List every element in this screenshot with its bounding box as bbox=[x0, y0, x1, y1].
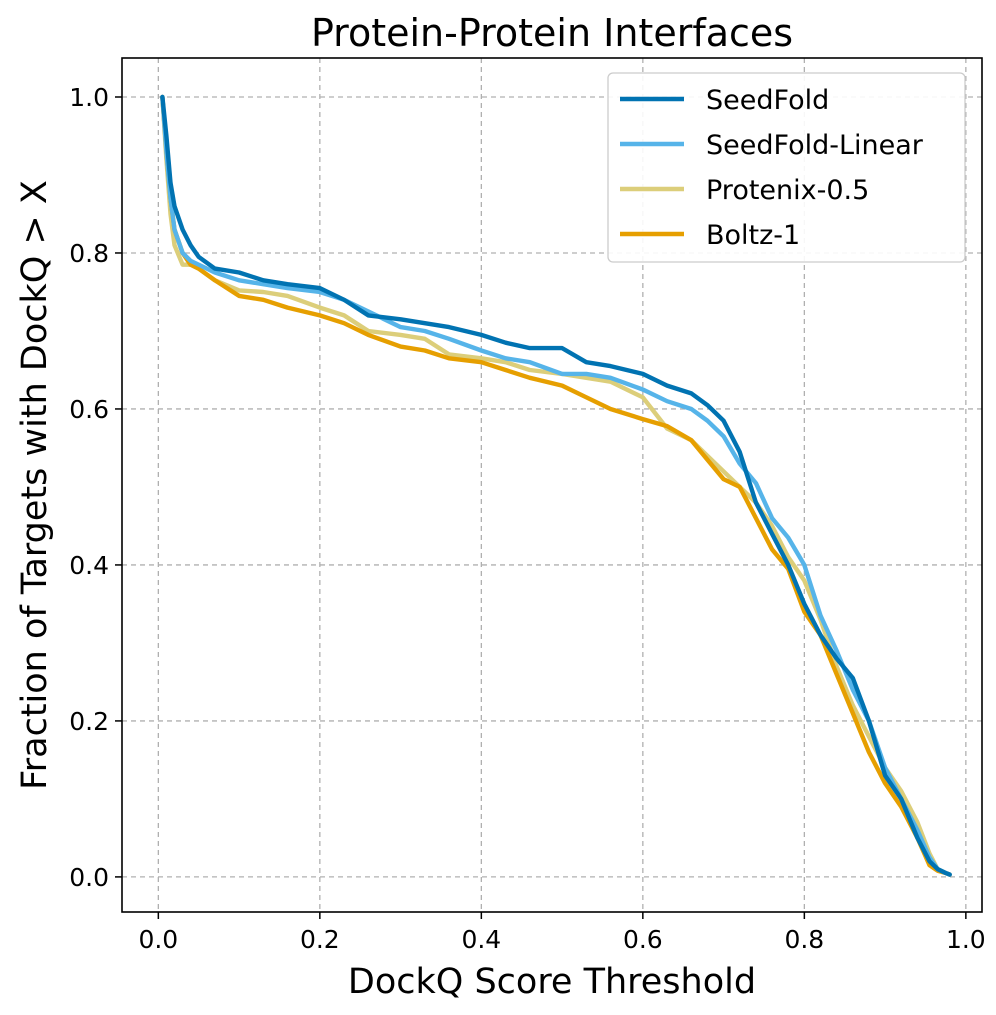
x-tick-label: 1.0 bbox=[946, 925, 986, 954]
y-axis-ticks: 0.0 0.2 0.4 0.6 0.8 1.0 bbox=[69, 83, 122, 892]
x-tick-label: 0.2 bbox=[300, 925, 340, 954]
series-line-boltz-1 bbox=[160, 94, 952, 877]
y-tick-label: 0.8 bbox=[69, 239, 109, 268]
x-tick-label: 0.8 bbox=[784, 925, 824, 954]
series-line-seedfold bbox=[160, 94, 952, 877]
series-lines bbox=[160, 94, 952, 877]
x-tick-label: 0.0 bbox=[138, 925, 178, 954]
y-axis-label: Fraction of Targets with DockQ > X bbox=[15, 180, 55, 790]
legend-label: SeedFold bbox=[706, 85, 829, 116]
y-tick-label: 0.2 bbox=[69, 707, 109, 736]
y-tick-label: 1.0 bbox=[69, 83, 109, 112]
legend-box bbox=[607, 72, 966, 263]
grid bbox=[122, 58, 982, 912]
legend-label: Protenix-0.5 bbox=[706, 175, 869, 206]
x-tick-label: 0.4 bbox=[461, 925, 501, 954]
legend: SeedFold SeedFold-Linear Protenix-0.5 Boltz… bbox=[607, 72, 966, 263]
chart-title: Protein-Protein Interfaces bbox=[311, 11, 793, 55]
x-axis-ticks: 0.0 0.2 0.4 0.6 0.8 1.0 bbox=[138, 912, 986, 954]
x-axis-label: DockQ Score Threshold bbox=[348, 962, 756, 1002]
plot-frame bbox=[121, 57, 983, 913]
x-tick-label: 0.6 bbox=[623, 925, 663, 954]
legend-label: Boltz-1 bbox=[706, 220, 800, 251]
legend-label: SeedFold-Linear bbox=[706, 130, 924, 161]
y-tick-label: 0.4 bbox=[69, 551, 109, 580]
y-tick-label: 0.6 bbox=[69, 395, 109, 424]
y-tick-label: 0.0 bbox=[69, 863, 109, 892]
